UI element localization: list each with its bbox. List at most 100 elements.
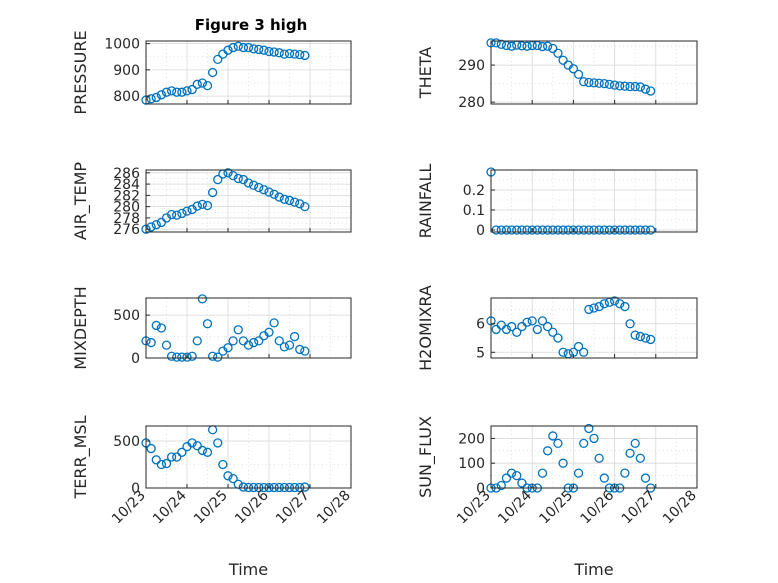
data-point [501,324,512,335]
data-point [630,330,640,340]
data-point [300,50,310,61]
data-point [584,304,594,315]
data-point [501,225,512,235]
data-point [640,333,651,343]
data-point [269,47,279,57]
data-point [248,337,259,348]
data-point [213,174,223,185]
data-point [192,201,202,211]
data-point [289,197,300,207]
data-point [635,82,645,92]
data-point [284,48,295,59]
y-tick-label: 280 [113,200,140,216]
data-point [300,482,310,492]
data-point [589,225,599,235]
data-point [491,38,501,48]
data-point [238,42,249,53]
data-point [289,331,300,342]
data-point [625,448,635,458]
data-point [295,199,305,209]
data-point [501,473,512,483]
y-axis-label: H2OMIXRA [416,285,435,371]
data-point [264,187,274,197]
data-point [604,225,615,235]
data-point [161,340,172,350]
axes-box [490,169,698,233]
data-point [579,77,589,87]
x-tick-label: 10/26 [578,487,618,527]
data-point [579,438,589,449]
data-point [274,336,284,346]
data-point [151,220,161,230]
data-point [491,324,501,335]
data-point [615,81,625,91]
axes-box [490,40,698,105]
data-point [248,44,259,54]
data-point [279,342,290,352]
data-point [620,225,630,235]
data-point [295,344,305,355]
data-point [243,42,254,53]
data-point [182,352,192,362]
data-point [604,79,615,90]
data-point [589,78,599,88]
panel-rainfall: 0 0.1 0.2 RAINFALL [416,164,698,239]
data-point [599,299,609,309]
y-axis-label: TERR_MSL [71,415,91,499]
data-point [248,180,259,190]
data-point [548,327,558,337]
x-tick-label: 10/27 [273,488,313,528]
data-point [646,334,656,345]
y-tick-label: 282 [113,188,140,204]
y-tick-label: 290 [458,58,485,74]
data-point [161,458,172,469]
data-point [197,199,208,210]
data-point [166,351,177,361]
data-point [615,299,625,309]
data-point [573,69,584,80]
data-point [177,447,187,457]
panel-h2omixra: 5 6 H2OMIXRA [416,285,698,371]
panel-pressure: 800 900 1000 PRESSURE [71,30,352,115]
y-axis-label: SUN_FLUX [416,416,436,498]
data-point [264,327,274,337]
data-point [589,433,599,444]
y-tick-label: 900 [113,63,140,79]
data-point [594,301,604,312]
data-point [573,468,584,478]
data-point [640,225,651,235]
data-point [584,225,594,235]
data-point [527,316,537,326]
y-tick-label: 0 [131,481,140,497]
y-tick-label: 0 [131,351,140,367]
y-tick-label: 1000 [104,37,140,53]
data-point [146,94,156,104]
data-point [543,321,553,332]
data-point [213,352,223,362]
data-point [300,201,310,212]
data-point [563,225,573,235]
data-point [177,87,187,97]
data-point [609,225,620,235]
data-point [207,187,218,198]
data-point [625,81,635,92]
data-point [599,78,609,89]
data-point [182,86,192,96]
y-tick-label: 0 [476,223,485,239]
data-point [238,482,249,492]
data-point [522,225,532,235]
data-point [233,41,243,51]
data-point [543,225,553,235]
y-tick-label: 5 [476,345,485,361]
data-point [548,225,558,235]
data-point [543,41,553,51]
y-tick-label: 100 [458,456,485,472]
x-tick-label: 10/25 [536,488,576,528]
panel-terr-msl: 0 500 10/23 10/24 10/25 10/26 10/27 10/28 TERR_M… [71,415,354,579]
data-point [496,225,506,235]
y-axis-label: THETA [416,47,435,99]
data-point [151,320,161,331]
data-point [156,459,167,470]
x-tick-label: 10/23 [109,488,149,528]
y-axis-label: RAINFALL [416,164,435,239]
